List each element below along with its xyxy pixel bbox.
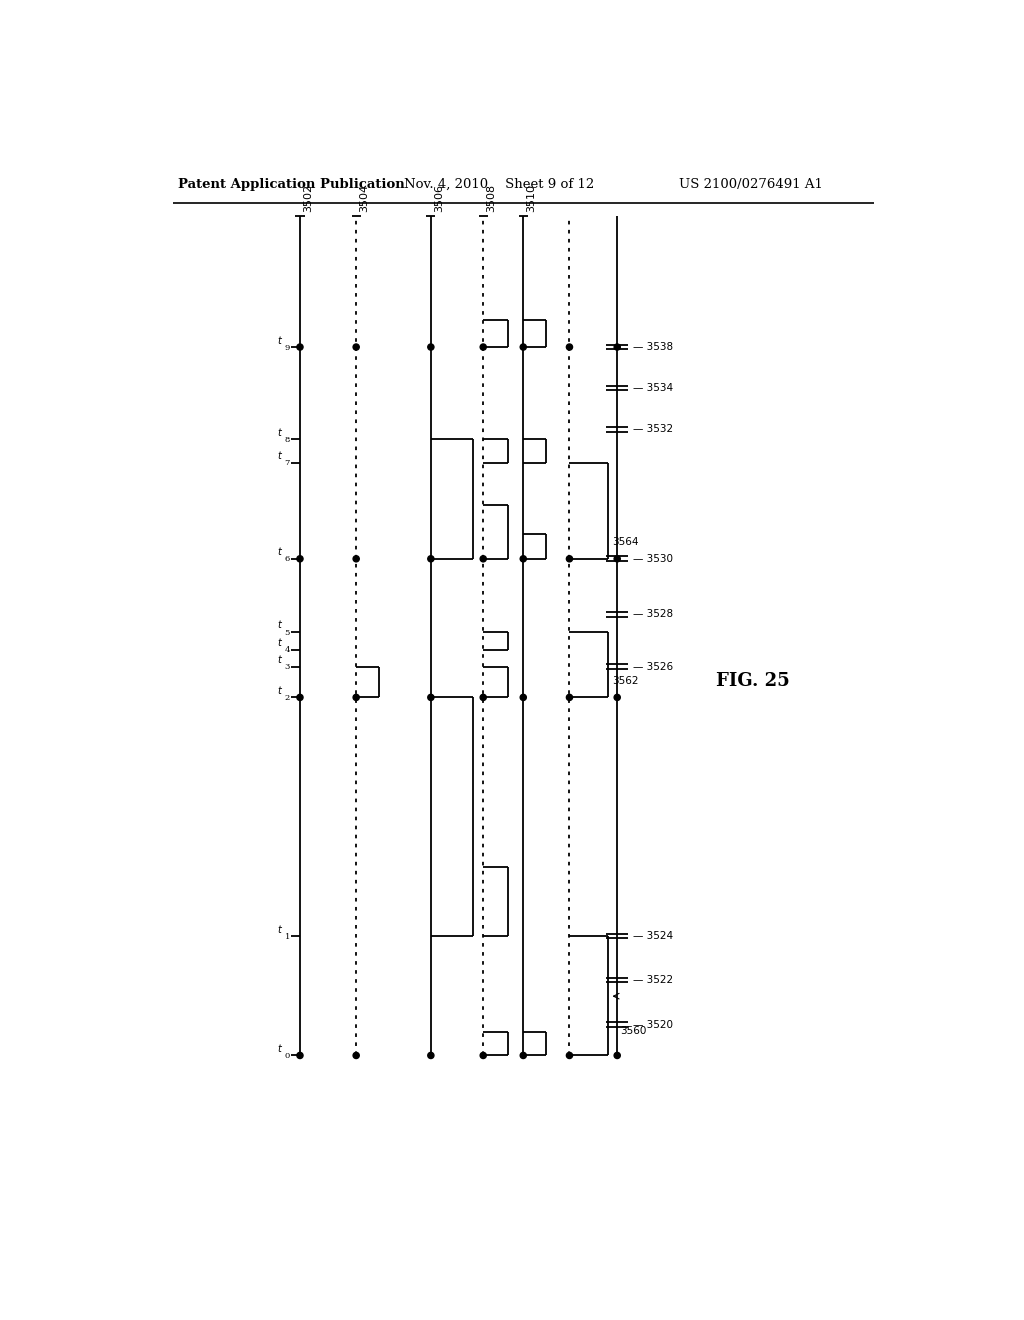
Circle shape: [428, 345, 434, 350]
Text: 7: 7: [285, 459, 290, 467]
Text: 3562: 3562: [612, 676, 639, 686]
Circle shape: [614, 1052, 621, 1059]
Circle shape: [614, 345, 621, 350]
Text: 3564: 3564: [612, 537, 639, 548]
Text: 1: 1: [285, 933, 290, 941]
Circle shape: [428, 694, 434, 701]
Text: — 3534: — 3534: [633, 383, 673, 393]
Text: $t$: $t$: [276, 923, 283, 935]
Text: 3: 3: [285, 663, 290, 671]
Circle shape: [353, 556, 359, 562]
Circle shape: [614, 556, 621, 562]
Circle shape: [353, 694, 359, 701]
Circle shape: [566, 694, 572, 701]
Text: 2: 2: [285, 694, 290, 702]
Circle shape: [353, 345, 359, 350]
Text: $t$: $t$: [276, 334, 283, 346]
Circle shape: [520, 1052, 526, 1059]
Text: 9: 9: [285, 343, 290, 351]
Text: Nov. 4, 2010    Sheet 9 of 12: Nov. 4, 2010 Sheet 9 of 12: [403, 178, 594, 191]
Circle shape: [297, 694, 303, 701]
Text: $t$: $t$: [276, 449, 283, 461]
Text: 8: 8: [285, 436, 290, 444]
Circle shape: [297, 1052, 303, 1059]
Text: 6: 6: [285, 556, 290, 564]
Text: — 3522: — 3522: [633, 975, 673, 985]
Circle shape: [614, 694, 621, 701]
Text: — 3528: — 3528: [633, 610, 673, 619]
Text: $t$: $t$: [276, 426, 283, 438]
Circle shape: [480, 1052, 486, 1059]
Circle shape: [353, 1052, 359, 1059]
Circle shape: [428, 1052, 434, 1059]
Circle shape: [480, 556, 486, 562]
Text: 4: 4: [285, 647, 290, 655]
Text: — 3532: — 3532: [633, 425, 673, 434]
Circle shape: [428, 556, 434, 562]
Text: 3502: 3502: [303, 183, 313, 211]
Text: — 3538: — 3538: [633, 342, 673, 352]
Circle shape: [297, 345, 303, 350]
Circle shape: [520, 345, 526, 350]
Text: $t$: $t$: [276, 684, 283, 696]
Text: US 2100/0276491 A1: US 2100/0276491 A1: [679, 178, 822, 191]
Text: $t$: $t$: [276, 636, 283, 648]
Text: 5: 5: [285, 628, 290, 636]
Circle shape: [480, 345, 486, 350]
Text: 3504: 3504: [359, 183, 370, 211]
Circle shape: [566, 1052, 572, 1059]
Text: 3506: 3506: [434, 183, 444, 211]
Text: — 3530: — 3530: [633, 554, 673, 564]
Text: $t$: $t$: [276, 618, 283, 631]
Text: 0: 0: [285, 1052, 290, 1060]
Circle shape: [566, 556, 572, 562]
Text: — 3526: — 3526: [633, 661, 673, 672]
Text: 3508: 3508: [486, 183, 497, 211]
Text: $t$: $t$: [276, 1041, 283, 1053]
Circle shape: [520, 556, 526, 562]
Circle shape: [566, 345, 572, 350]
Text: 3560: 3560: [621, 1026, 646, 1036]
Text: $t$: $t$: [276, 545, 283, 557]
Text: $t$: $t$: [276, 653, 283, 665]
Text: Patent Application Publication: Patent Application Publication: [178, 178, 406, 191]
Circle shape: [297, 556, 303, 562]
Text: FIG. 25: FIG. 25: [716, 672, 790, 689]
Text: — 3520: — 3520: [633, 1019, 673, 1030]
Text: 3510: 3510: [526, 183, 537, 211]
Text: — 3524: — 3524: [633, 931, 673, 941]
Circle shape: [480, 694, 486, 701]
Circle shape: [520, 694, 526, 701]
